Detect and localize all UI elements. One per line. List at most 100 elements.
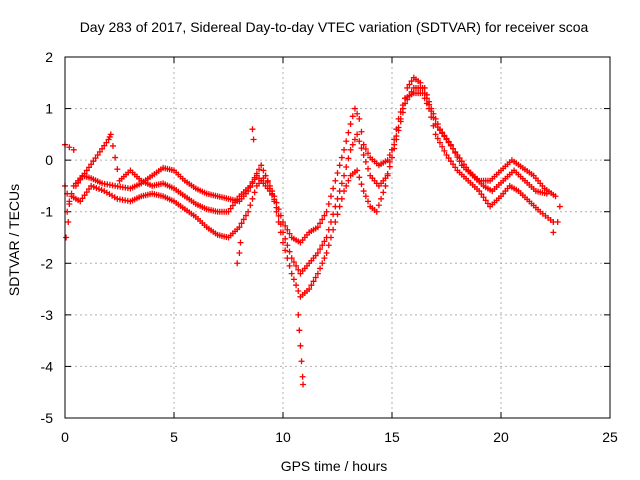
data-point: [382, 182, 389, 189]
data-point: [356, 115, 363, 122]
data-point: [90, 158, 97, 165]
data-point: [65, 219, 72, 226]
data-point: [286, 262, 293, 269]
data-point: [273, 208, 280, 215]
data-point: [227, 205, 234, 212]
data-point: [300, 381, 307, 388]
data-point: [312, 274, 319, 281]
data-point: [245, 208, 252, 215]
y-tick-label: -3: [41, 307, 54, 323]
data-point: [421, 95, 428, 102]
y-tick-label: 2: [45, 49, 53, 65]
data-point: [543, 190, 550, 197]
data-point: [389, 154, 395, 161]
data-point: [107, 131, 114, 138]
data-point: [384, 170, 391, 177]
data-point: [351, 105, 358, 112]
data-point: [419, 90, 426, 97]
x-tick-label: 25: [602, 429, 618, 445]
x-tick-label: 20: [493, 429, 509, 445]
data-point: [234, 260, 241, 267]
data-point: [351, 136, 358, 143]
data-point: [321, 255, 328, 262]
data-point: [242, 212, 249, 219]
data-point: [432, 131, 439, 138]
x-tick-label: 15: [384, 429, 400, 445]
data-point: [297, 342, 304, 349]
data-point: [365, 150, 372, 157]
data-point: [258, 162, 265, 169]
data-point: [275, 212, 282, 219]
data-point: [317, 246, 324, 253]
data-point: [229, 202, 236, 209]
data-point: [286, 248, 293, 255]
data-point: [85, 186, 92, 193]
series-track-c: [64, 90, 557, 300]
data-point: [334, 211, 341, 218]
data-point: [321, 212, 328, 219]
data-point: [240, 216, 247, 223]
data-point: [436, 139, 443, 146]
data-point: [399, 102, 406, 109]
data-point: [269, 191, 276, 198]
chart-title: Day 283 of 2017, Sidereal Day-to-day VTE…: [80, 19, 589, 35]
data-point: [365, 198, 372, 205]
data-point: [299, 373, 306, 380]
data-point: [280, 239, 286, 246]
data-point: [443, 151, 450, 158]
data-point: [247, 202, 254, 209]
x-tick-label: 0: [61, 429, 69, 445]
data-point: [447, 158, 454, 165]
data-point: [314, 270, 321, 277]
data-point: [434, 135, 441, 142]
data-point: [83, 189, 90, 196]
data-point: [441, 132, 448, 139]
data-point: [319, 216, 326, 223]
data-point: [277, 229, 284, 236]
data-point: [484, 200, 491, 207]
data-point: [234, 196, 241, 203]
data-point: [345, 129, 352, 136]
data-point: [404, 84, 411, 91]
data-point: [450, 145, 457, 152]
data-point: [375, 202, 382, 209]
data-point: [321, 238, 328, 245]
data-point: [330, 226, 337, 233]
data-point: [358, 181, 365, 188]
data-point: [237, 239, 244, 246]
data-point: [330, 185, 337, 192]
data-point: [408, 78, 415, 85]
data-point: [356, 138, 363, 145]
data-point: [349, 113, 356, 120]
y-tick-label: 1: [45, 101, 53, 117]
data-point: [77, 198, 84, 205]
data-point: [343, 138, 350, 145]
data-point: [262, 172, 269, 179]
data-point: [238, 220, 245, 227]
data-point: [85, 164, 92, 171]
data-point: [556, 203, 563, 210]
data-point: [343, 164, 350, 171]
data-point: [441, 147, 448, 154]
data-point: [336, 203, 343, 210]
data-point: [66, 200, 73, 207]
data-point: [232, 199, 239, 206]
y-tick-label: -2: [41, 255, 54, 271]
data-point: [114, 166, 121, 173]
data-point: [288, 270, 295, 277]
x-tick-label: 10: [275, 429, 291, 445]
data-point: [378, 195, 385, 202]
data-point: [109, 142, 116, 149]
data-point: [360, 188, 367, 195]
data-point: [236, 224, 243, 231]
data-point: [81, 192, 88, 199]
data-point: [319, 242, 326, 249]
data-point: [249, 178, 256, 185]
data-point: [397, 109, 404, 116]
data-point: [306, 286, 313, 293]
data-point: [256, 166, 263, 173]
data-point: [373, 208, 380, 215]
data-point: [251, 174, 258, 181]
data-point: [336, 162, 343, 169]
data-point: [290, 276, 297, 283]
